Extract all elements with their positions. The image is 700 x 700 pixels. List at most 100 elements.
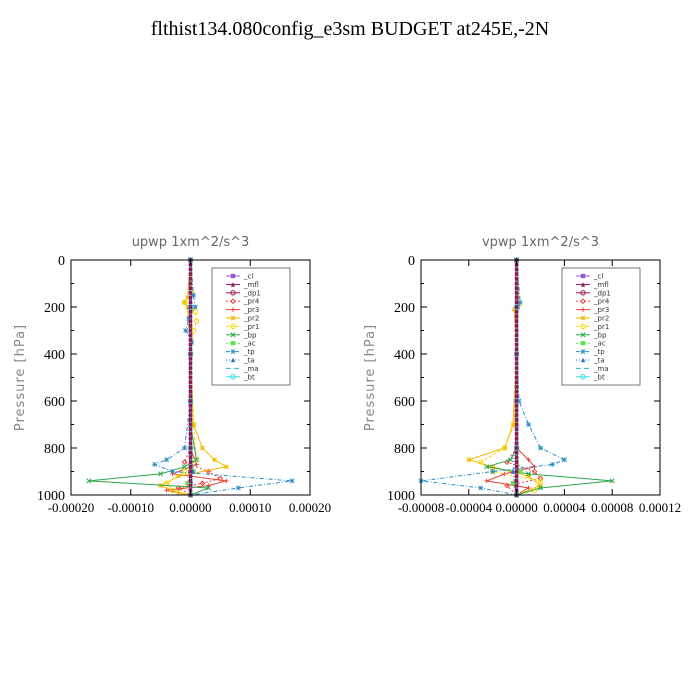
zero-marker <box>514 385 519 389</box>
zero-marker <box>514 342 519 347</box>
y-axis-title: Pressure [hPa] <box>13 324 28 431</box>
data-point <box>192 309 198 315</box>
zero-marker <box>514 465 519 469</box>
zero-marker <box>188 483 193 488</box>
y-tick-label: 1000 <box>37 489 65 504</box>
zero-marker <box>514 305 519 309</box>
zero-marker <box>514 427 519 431</box>
data-point <box>199 480 206 487</box>
y-tick-label: 800 <box>44 442 65 457</box>
zero-marker <box>514 356 519 361</box>
legend-marker <box>580 298 586 305</box>
legend-entry: _tp <box>226 348 255 356</box>
data-point <box>478 459 484 465</box>
zero-marker <box>188 436 193 441</box>
data-point <box>223 464 229 470</box>
legend-box <box>561 267 641 386</box>
legend-label: _pr4 <box>243 298 260 306</box>
data-point <box>501 445 508 451</box>
legend-label: _tp <box>593 348 605 356</box>
data-point <box>176 473 182 479</box>
legend-marker <box>580 332 586 338</box>
legend-entry: _tp <box>576 348 605 356</box>
zero-marker <box>188 460 193 464</box>
zero-marker <box>188 403 193 408</box>
x-tick-label: 0.00008 <box>591 500 633 515</box>
legend-entry: _bt <box>226 373 255 381</box>
data-point <box>537 485 544 491</box>
zero-marker <box>514 408 519 413</box>
zero-marker <box>188 277 193 281</box>
zero-marker <box>514 436 519 441</box>
data-point <box>158 471 164 477</box>
legend-entry: _pr1 <box>576 323 609 331</box>
data-point <box>484 478 489 484</box>
data-point <box>181 299 188 305</box>
zero-marker <box>514 469 519 474</box>
legend-marker <box>230 273 236 279</box>
zero-marker <box>188 465 193 469</box>
legend-label: _mfl <box>243 281 259 289</box>
legend-label: _pr3 <box>243 306 259 314</box>
zero-marker <box>514 300 519 305</box>
legend-entry: _ac <box>576 340 606 348</box>
zero-marker <box>514 375 519 380</box>
data-point <box>164 457 170 463</box>
x-tick-label: -0.00004 <box>446 500 493 515</box>
legend-entry: _pr4 <box>576 298 610 306</box>
legend-marker <box>230 315 236 321</box>
zero-marker <box>514 314 519 319</box>
x-tick-label: 0.00010 <box>229 500 271 515</box>
data-point <box>517 469 523 474</box>
data-point <box>289 478 295 484</box>
legend-label: _bt <box>593 373 605 381</box>
data-point <box>466 457 472 463</box>
data-point <box>217 475 224 482</box>
zero-marker <box>514 413 519 417</box>
legend-entry: _ma <box>226 365 259 373</box>
data-point <box>199 445 205 451</box>
x-tick-label: -0.00020 <box>48 500 95 515</box>
zero-marker <box>514 422 519 427</box>
zero-marker <box>514 380 519 384</box>
zero-marker <box>188 328 193 333</box>
zero-marker <box>514 324 519 328</box>
zero-marker <box>188 389 193 394</box>
zero-marker <box>188 422 193 427</box>
legend-entry: _ta <box>576 357 605 365</box>
zero-marker <box>514 352 519 356</box>
zero-marker <box>188 295 193 300</box>
data-point <box>183 328 189 333</box>
legend-marker <box>230 374 236 380</box>
zero-marker <box>188 427 193 431</box>
zero-marker <box>514 295 519 300</box>
y-tick-label: 400 <box>394 348 415 363</box>
data-point <box>549 461 555 467</box>
zero-profile-markers <box>188 258 193 497</box>
legend-marker <box>230 290 236 296</box>
legend: _cl_mfl_dp1_pr4_pr3_pr2_pr1_bp_ac_tp_ta_… <box>561 267 641 386</box>
legend-label: _pr2 <box>593 315 609 323</box>
legend-marker <box>230 357 236 363</box>
zero-marker <box>188 347 193 352</box>
zero-marker <box>188 281 193 286</box>
data-point <box>194 462 199 467</box>
data-point <box>538 445 543 451</box>
legend-marker <box>230 323 236 330</box>
legend-marker <box>230 307 236 312</box>
zero-marker <box>514 361 519 366</box>
legend-marker <box>580 282 586 287</box>
zero-marker <box>188 361 193 366</box>
data-point <box>510 422 516 427</box>
legend-entry: _pr3 <box>576 306 609 314</box>
data-point <box>176 490 182 496</box>
legend-entry: _cl <box>226 273 253 281</box>
zero-marker <box>188 375 193 380</box>
data-point <box>510 481 516 486</box>
data-point <box>170 469 176 474</box>
legend-label: _pr1 <box>243 323 259 331</box>
panel-title: vpwp 1xm^2/s^3 <box>482 235 599 250</box>
legend-box <box>211 267 291 386</box>
upwp-panel: upwp 1xm^2/s^3 Pressure [hPa] 0 200 400 600 80… <box>13 235 331 515</box>
data-point <box>537 478 544 484</box>
